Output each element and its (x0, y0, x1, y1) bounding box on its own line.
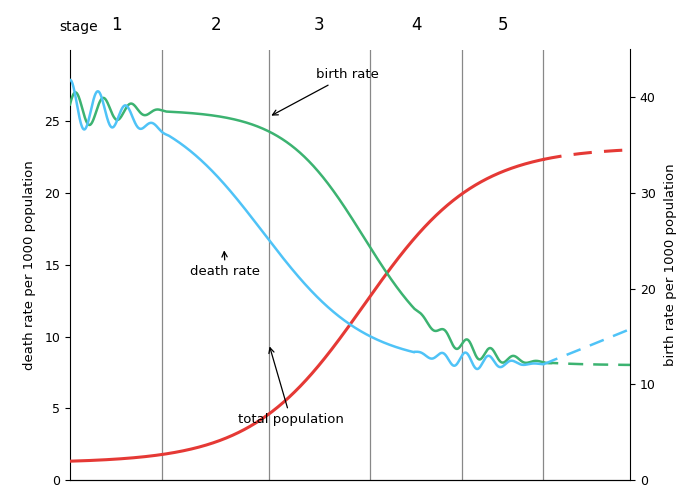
Text: 3: 3 (314, 16, 325, 35)
Text: stage: stage (59, 20, 97, 35)
Y-axis label: birth rate per 1000 population: birth rate per 1000 population (664, 163, 677, 366)
Y-axis label: death rate per 1000 population: death rate per 1000 population (23, 160, 36, 370)
Text: total population: total population (238, 347, 344, 426)
Text: 2: 2 (210, 16, 221, 35)
Text: 4: 4 (411, 16, 421, 35)
Text: 1: 1 (111, 16, 122, 35)
Text: birth rate: birth rate (272, 68, 379, 115)
Text: death rate: death rate (190, 252, 260, 279)
Text: 5: 5 (498, 16, 508, 35)
